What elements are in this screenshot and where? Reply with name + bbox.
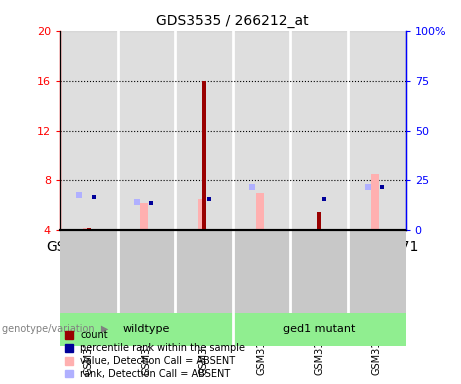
Bar: [233, 31, 290, 230]
Bar: [255, 193, 264, 230]
Bar: [140, 203, 148, 230]
Text: genotype/variation  ▶: genotype/variation ▶: [2, 324, 109, 334]
Title: GDS3535 / 266212_at: GDS3535 / 266212_at: [156, 14, 309, 28]
Text: wildtype: wildtype: [123, 324, 170, 334]
Bar: [317, 212, 321, 230]
Bar: [118, 31, 175, 230]
Text: ged1 mutant: ged1 mutant: [283, 324, 355, 334]
Bar: [371, 174, 379, 230]
Bar: [290, 31, 348, 230]
Bar: [60, 313, 233, 346]
Bar: [83, 228, 91, 230]
Bar: [60, 31, 118, 230]
Bar: [233, 313, 406, 346]
Bar: [198, 199, 206, 230]
Bar: [348, 31, 406, 230]
Legend: count, percentile rank within the sample, value, Detection Call = ABSENT, rank, : count, percentile rank within the sample…: [65, 330, 245, 379]
Bar: [87, 228, 91, 230]
Bar: [202, 81, 206, 230]
Bar: [175, 31, 233, 230]
